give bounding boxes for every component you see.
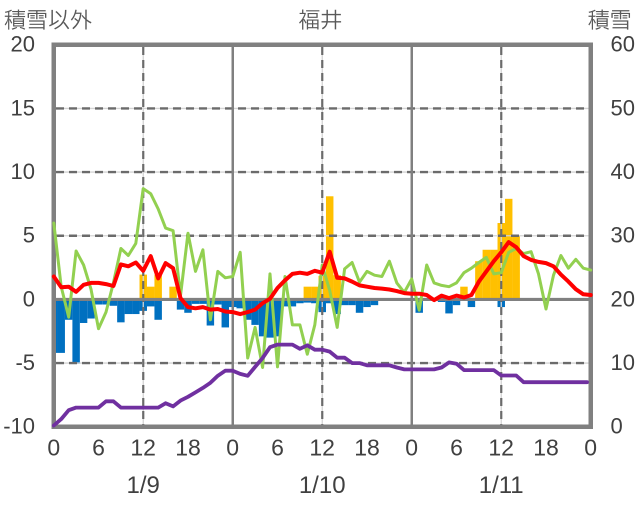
svg-text:50: 50	[611, 95, 635, 120]
svg-text:-10: -10	[3, 414, 35, 439]
svg-text:1/9: 1/9	[127, 472, 160, 499]
svg-text:15: 15	[11, 95, 35, 120]
svg-text:6: 6	[92, 434, 105, 460]
svg-text:6: 6	[450, 434, 463, 460]
svg-text:20: 20	[11, 32, 35, 57]
svg-text:10: 10	[611, 350, 635, 375]
svg-text:40: 40	[611, 159, 635, 184]
svg-text:12: 12	[130, 434, 156, 460]
svg-text:10: 10	[11, 159, 35, 184]
svg-text:5: 5	[23, 223, 35, 248]
svg-text:-5: -5	[15, 350, 35, 375]
svg-text:0: 0	[23, 286, 35, 311]
svg-text:18: 18	[354, 434, 380, 460]
svg-text:1/10: 1/10	[299, 472, 346, 499]
svg-text:30: 30	[611, 223, 635, 248]
svg-text:0: 0	[584, 434, 597, 460]
svg-text:60: 60	[611, 32, 635, 57]
svg-text:1/11: 1/11	[479, 472, 524, 499]
svg-text:18: 18	[533, 434, 559, 460]
svg-text:6: 6	[271, 434, 284, 460]
svg-text:0: 0	[405, 434, 418, 460]
svg-text:0: 0	[611, 414, 623, 439]
svg-text:0: 0	[47, 434, 60, 460]
svg-text:12: 12	[309, 434, 335, 460]
svg-text:12: 12	[488, 434, 514, 460]
svg-text:20: 20	[611, 286, 635, 311]
svg-text:18: 18	[175, 434, 201, 460]
svg-text:0: 0	[226, 434, 239, 460]
